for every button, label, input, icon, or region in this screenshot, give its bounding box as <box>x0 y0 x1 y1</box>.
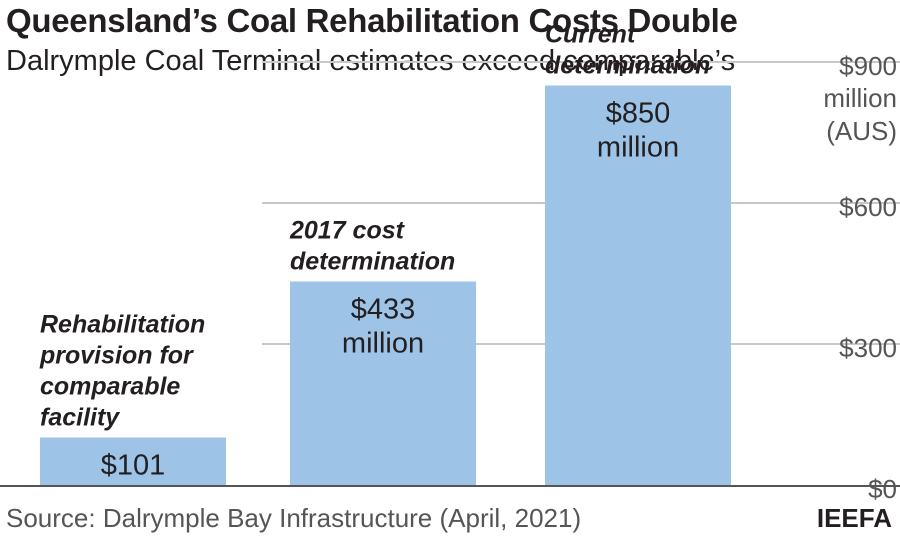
bar-3 <box>545 85 731 485</box>
bar-value-label-2-line: $433 <box>351 293 416 325</box>
category-label-1-line: facility <box>40 404 120 432</box>
y-unit-label: million (AUS) <box>823 83 897 146</box>
bar-value-label-3-line: million <box>597 132 679 164</box>
brand-logo-text: IEEFA <box>816 503 892 533</box>
bar-2 <box>290 281 476 485</box>
category-label-1-line: provision for <box>39 342 194 370</box>
chart-title: Queensland’s Coal Rehabilitation Costs D… <box>6 2 738 39</box>
bar-value-label-3: $850 million <box>597 98 679 164</box>
y-tick-label-900: $900 <box>839 51 897 81</box>
y-tick-label-600: $600 <box>839 192 897 222</box>
y-tick-label-300: $300 <box>839 333 897 363</box>
category-label-1-line: comparable <box>40 373 180 401</box>
footer-divider <box>0 485 900 487</box>
category-label-3: Current determination <box>545 21 710 80</box>
category-label-3-line: Current <box>545 21 637 49</box>
y-unit-label-line: (AUS) <box>826 116 897 146</box>
y-tick-label-0: $0 <box>868 474 897 504</box>
source-note: Source: Dalrymple Bay Infrastructure (Ap… <box>6 503 582 533</box>
bar-value-label-2-line: million <box>342 327 424 359</box>
bar-value-label-1-line: $101 <box>101 450 166 482</box>
category-label-3-line: determination <box>545 52 710 80</box>
bar-value-label-2: $433 million <box>342 293 424 359</box>
category-label-1: Rehabilitation provision for comparable fac… <box>39 311 205 432</box>
category-label-2: 2017 cost determination <box>289 216 455 275</box>
y-unit-label-line: million <box>823 83 897 113</box>
bar-value-label-3-line: $850 <box>606 98 671 130</box>
bar-1 <box>40 437 226 485</box>
category-label-2-line: determination <box>290 247 455 275</box>
bar-value-label-1: $101 <box>101 450 166 482</box>
category-label-1-line: Rehabilitation <box>40 311 205 339</box>
category-label-2-line: 2017 cost <box>289 216 406 244</box>
